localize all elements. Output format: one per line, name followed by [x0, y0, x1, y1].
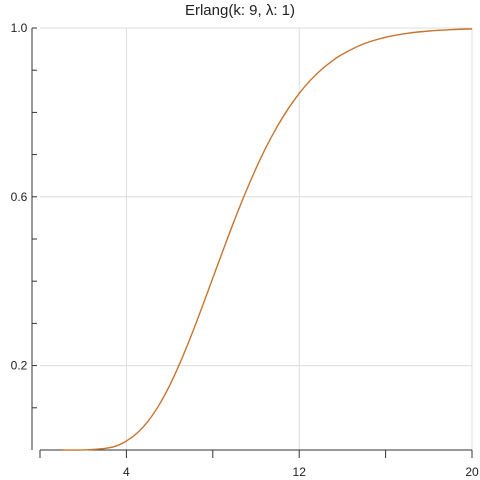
tick-labels: 4 12 20 0.2 0.6 1.0: [11, 21, 479, 479]
y-tick-label-2: 1.0: [11, 21, 28, 35]
ticks: [32, 27, 473, 458]
chart-title: Erlang(k: 9, λ: 1): [185, 2, 295, 19]
axes: [31, 28, 472, 451]
series-layer: [61, 28, 473, 451]
x-tick-label-0: 4: [123, 465, 130, 479]
x-tick-label-2: 20: [465, 465, 479, 479]
grid-lines: [40, 27, 473, 450]
cdf-series-line-0: [61, 28, 473, 451]
y-tick-label-0: 0.2: [11, 359, 28, 373]
y-tick-label-1: 0.6: [11, 190, 28, 204]
x-tick-label-1: 12: [293, 465, 307, 479]
